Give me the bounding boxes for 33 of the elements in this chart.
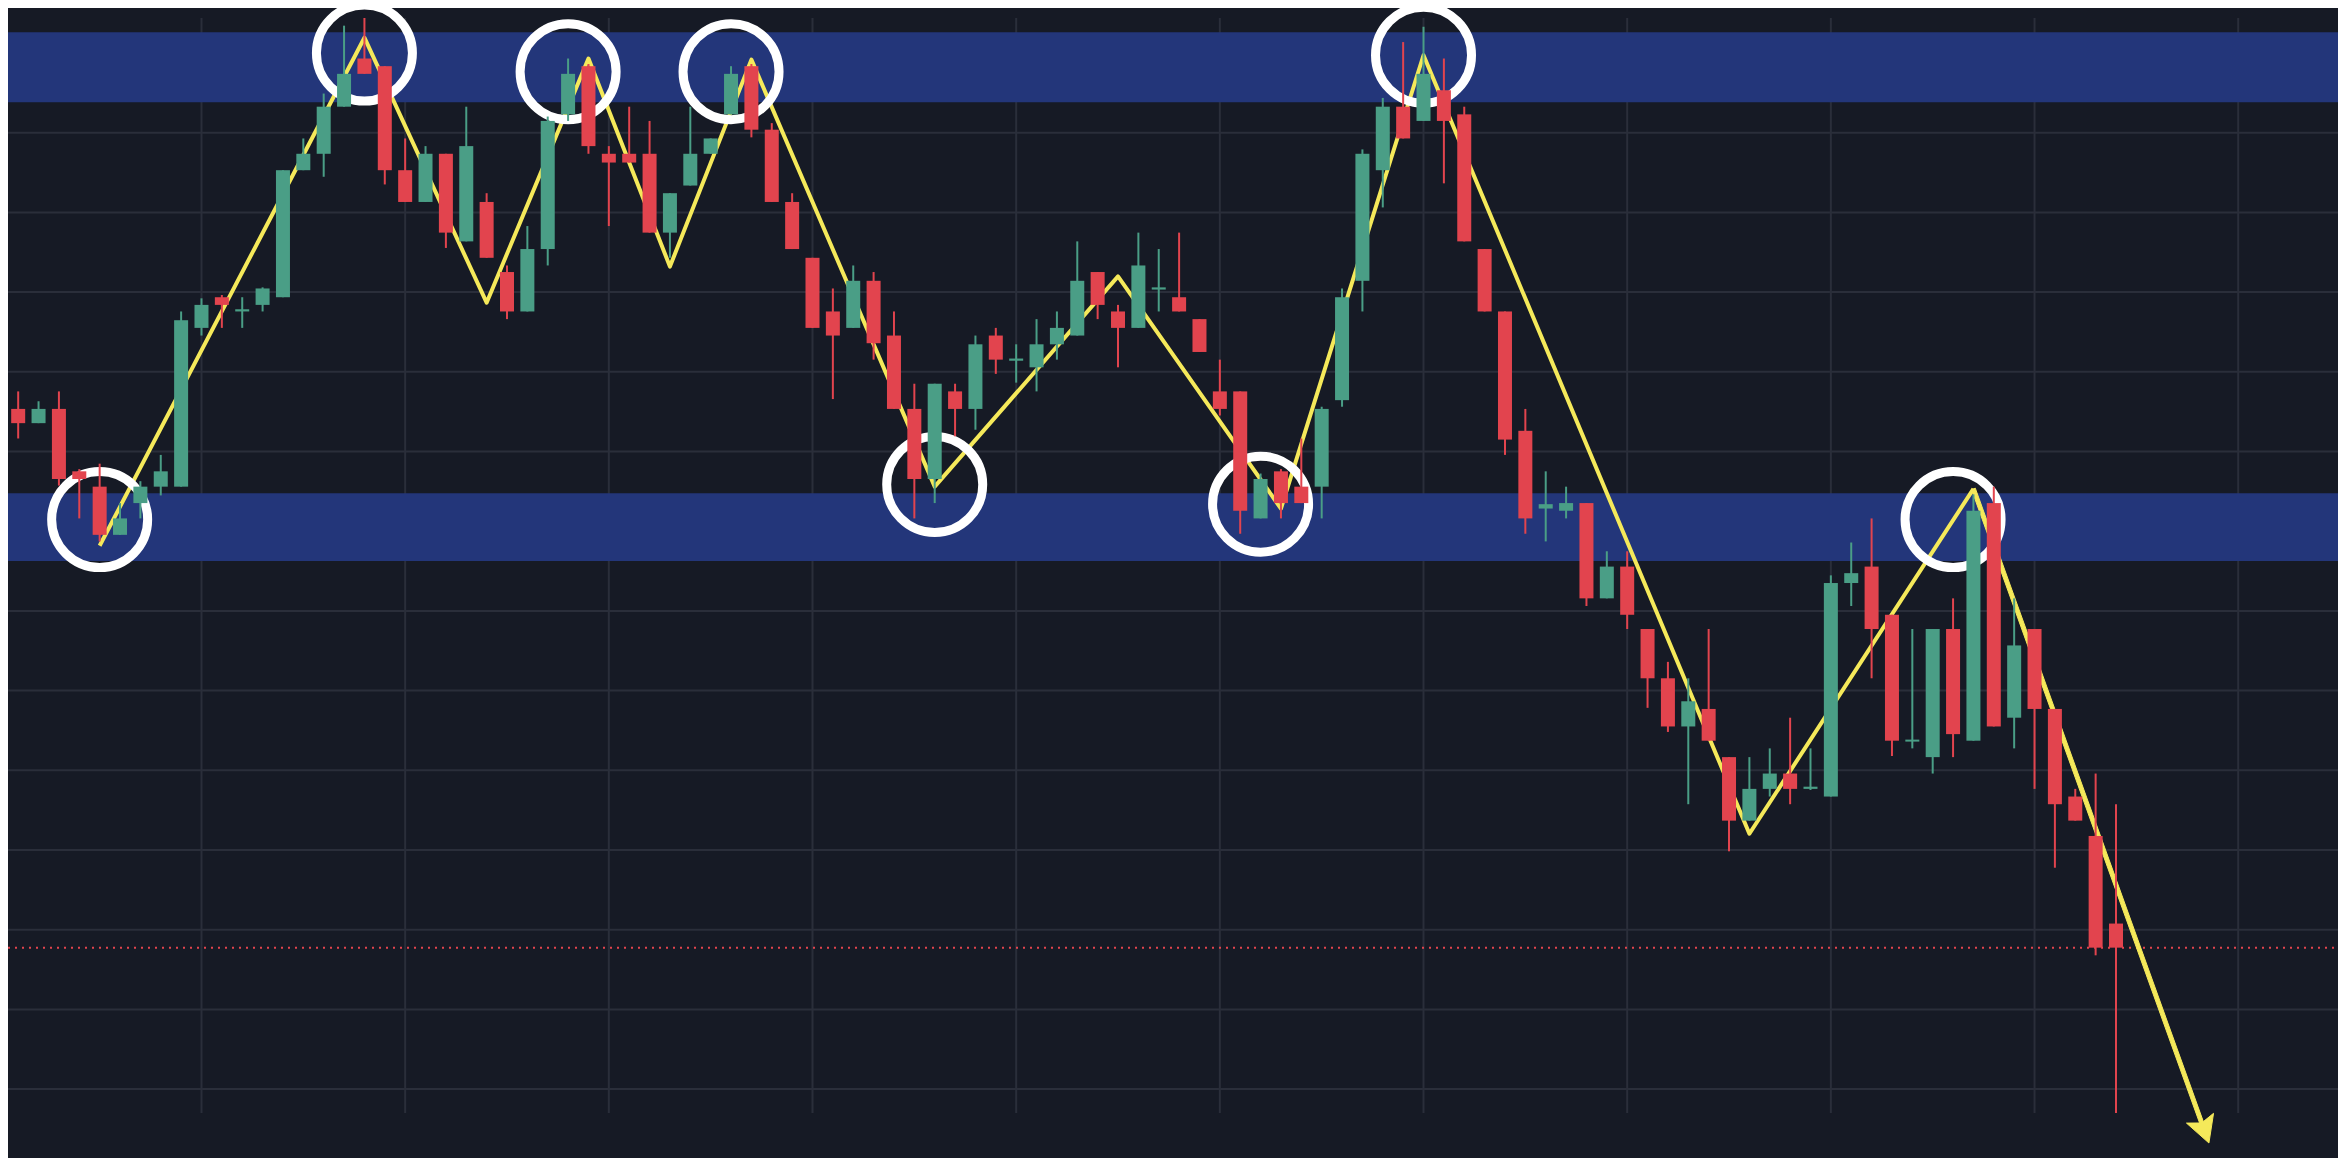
point	[47, 467, 153, 573]
candlestick	[357, 17, 372, 75]
candlestick	[1009, 343, 1024, 384]
candlestick	[948, 382, 963, 438]
candlestick	[1111, 303, 1126, 369]
candlestick	[11, 390, 26, 440]
candlestick	[1151, 248, 1166, 313]
candlestick	[1294, 437, 1309, 505]
point	[515, 19, 621, 125]
point	[1208, 451, 1314, 557]
candlestick	[214, 294, 229, 329]
candlestick	[153, 453, 168, 497]
candlestick	[1212, 358, 1227, 417]
candlestick	[255, 286, 270, 313]
candlestick	[622, 105, 637, 164]
candlestick	[1844, 541, 1859, 608]
candlestick	[1049, 310, 1064, 361]
candlestick	[1762, 747, 1777, 798]
candlestick	[133, 480, 148, 520]
point	[678, 19, 784, 125]
candlestick	[296, 137, 311, 172]
candlestick	[235, 296, 250, 329]
candlestick	[194, 297, 209, 337]
candlestick	[1559, 485, 1574, 520]
candlestick	[1538, 470, 1553, 543]
candlestick	[72, 468, 87, 520]
candlestick	[1783, 716, 1798, 806]
candlestick	[1905, 628, 1920, 750]
candlestick	[1172, 231, 1187, 313]
candlestick	[601, 145, 616, 228]
candlestick	[1029, 318, 1044, 393]
candlestick	[1803, 747, 1818, 791]
candlestick	[113, 502, 128, 536]
